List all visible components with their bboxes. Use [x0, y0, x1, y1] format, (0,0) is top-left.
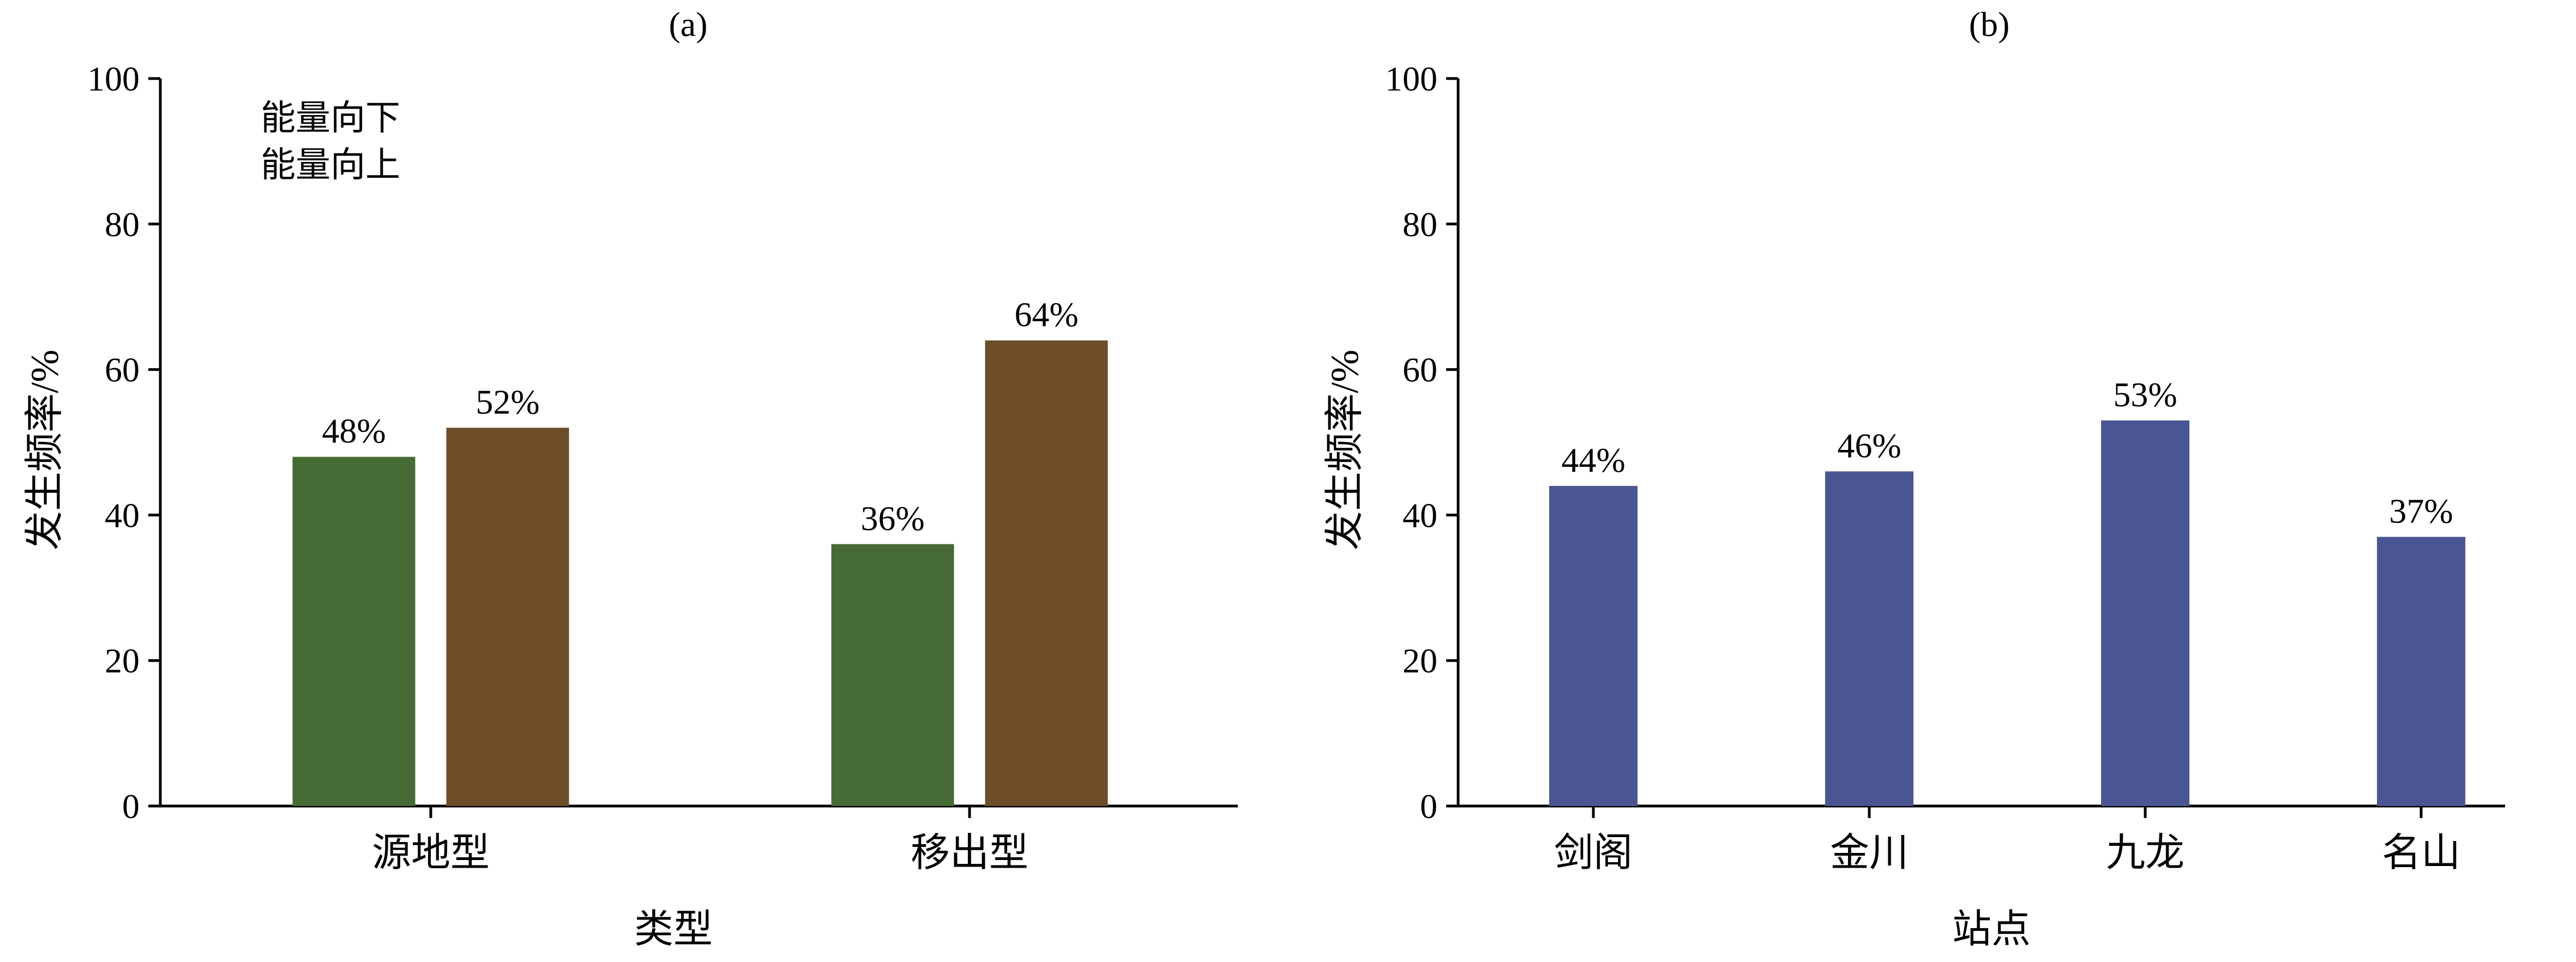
panel-a-x-tick-label: 源地型 [372, 831, 490, 875]
panel-b-axes: 0 20 40 60 80 100 剑阁 金川 九龙 名山 [1385, 59, 2505, 875]
panel-a-legend-2: 能量向上 [261, 146, 400, 184]
panel-a-label: (a) [669, 5, 707, 44]
panel-b-x-tick-label: 剑阁 [1554, 831, 1633, 875]
panel-b-y-axis-title: 发生频率/% [1323, 350, 1367, 550]
panel-a-x-axis-title: 类型 [634, 907, 713, 951]
panel-a-axes: 0 20 40 60 80 100 源地型 移出型 [87, 59, 1238, 875]
panel-a-bar [292, 456, 416, 806]
panel-b-label: (b) [1969, 5, 2010, 44]
panel-b-bars: 44% 46% 53% 37% [1549, 375, 2465, 806]
panel-a-bar [985, 340, 1108, 806]
panel-b-x-axis-title: 站点 [1952, 907, 2031, 951]
panel-b-y-tick-label: 60 [1403, 351, 1437, 389]
panel-a-bar [446, 428, 569, 806]
panel-a-y-tick-label: 80 [105, 205, 140, 244]
panel-b-data-label: 37% [2389, 491, 2453, 530]
panel-b-bar [1549, 486, 1638, 806]
panel-a-legend-1: 能量向下 [261, 99, 400, 137]
panel-a-bar [831, 544, 954, 806]
panel-b-y-tick-label: 0 [1420, 787, 1437, 826]
panel-b-y-tick-label: 100 [1385, 59, 1437, 98]
panel-a-y-tick-label: 100 [87, 59, 140, 98]
panel-a-data-label: 36% [860, 499, 924, 538]
panel-b-data-label: 46% [1837, 426, 1901, 465]
panel-b-x-tick-label: 名山 [2382, 831, 2460, 875]
panel-a-y-tick-label: 40 [105, 496, 140, 534]
panel-a-x-tick-label: 移出型 [911, 831, 1028, 875]
panel-a-bars: 48% 36% 52% 64% [292, 295, 1108, 806]
panel-b-data-label: 53% [2113, 375, 2177, 414]
panel-b-x-tick-label: 金川 [1830, 831, 1909, 875]
panel-a-y-tick-label: 0 [122, 787, 140, 826]
panel-b-bar [2101, 420, 2189, 806]
panel-b-bar [1825, 471, 1913, 806]
panel-b: (b) 0 20 40 60 80 100 剑阁 金川 九龙 名山 44% 46% 53% 37% 发生… [1323, 5, 2505, 951]
panel-b-x-tick-label: 九龙 [2106, 831, 2184, 875]
panel-a-data-label: 64% [1014, 295, 1078, 334]
panel-a-data-label: 48% [322, 412, 386, 450]
panel-a: (a) 0 20 40 60 80 100 源地型 移出型 48% 36% 52% 64% 能量向下… [23, 5, 1238, 951]
panel-a-data-label: 52% [476, 382, 539, 421]
panel-b-y-tick-label: 40 [1403, 496, 1437, 534]
panel-b-data-label: 44% [1561, 441, 1625, 479]
panel-b-bar [2377, 537, 2465, 806]
panel-a-y-axis-title: 发生频率/% [23, 350, 67, 550]
panel-b-y-tick-label: 80 [1403, 205, 1437, 244]
panel-b-y-tick-label: 20 [1403, 641, 1437, 680]
panel-a-y-tick-label: 20 [105, 641, 140, 680]
panel-a-y-tick-label: 60 [105, 351, 140, 389]
